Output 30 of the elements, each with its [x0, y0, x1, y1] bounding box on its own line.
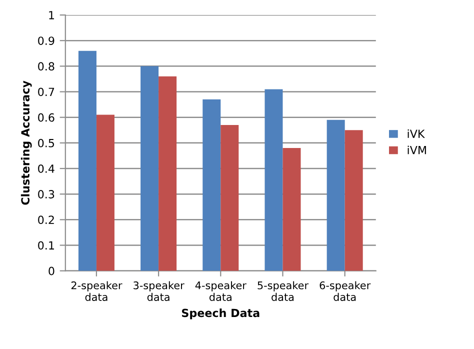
x-tick-label: 5-speaker data — [258, 281, 309, 301]
bar — [96, 114, 114, 271]
bar — [220, 125, 239, 271]
y-tick-label: 0 — [48, 266, 54, 276]
bar — [282, 148, 301, 271]
bar — [326, 120, 345, 271]
bar — [140, 66, 159, 271]
x-tick-label: 3-speaker data — [134, 281, 184, 301]
y-tick-label: 0.9 — [38, 36, 54, 45]
y-tick-label: 0.4 — [38, 164, 54, 173]
y-tick-label: 0.1 — [38, 241, 54, 250]
y-tick-label: 0.6 — [38, 113, 54, 122]
legend-label: iVM — [408, 146, 426, 154]
y-tick-label: 0.7 — [38, 88, 54, 96]
y-tick-label: 0.3 — [38, 190, 54, 198]
x-axis-title: Speech Data — [182, 308, 260, 320]
bar — [158, 76, 177, 271]
bar — [202, 99, 221, 271]
x-tick-label: 2-speaker data — [71, 281, 122, 301]
y-tick-label: 0.5 — [38, 138, 54, 148]
y-tick-label: 0.8 — [38, 62, 54, 71]
x-tick-label: 6-speaker data — [320, 281, 371, 301]
legend-label: iVK — [408, 129, 425, 138]
y-axis-title: Clustering Accuracy — [20, 80, 32, 205]
y-tick-label: 1 — [49, 11, 54, 20]
y-tick-label: 0.2 — [38, 216, 54, 224]
bar — [78, 50, 96, 271]
x-tick-label: 4-speaker data — [195, 281, 246, 301]
bar — [264, 89, 283, 271]
bar — [344, 130, 363, 271]
